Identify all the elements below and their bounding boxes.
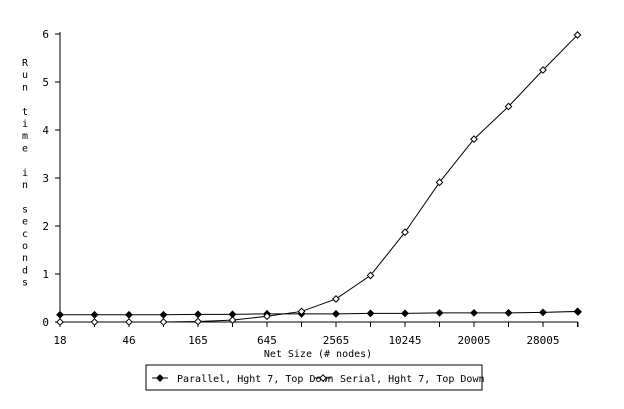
legend-box: [145, 364, 483, 391]
y-tick-label: 3: [42, 172, 49, 185]
parallel-data-point: [159, 310, 168, 319]
x-axis: 18 46 165 645 2565 10245 20005 28005: [53, 321, 579, 347]
legend-marker: [319, 374, 327, 382]
x-tick-label: 2565: [323, 334, 350, 347]
legend-marker: [156, 374, 164, 382]
y-axis: 0 1 2 3 4 5 6: [42, 28, 61, 329]
serial-data-point: [194, 317, 202, 326]
serial-data-point: [435, 178, 444, 187]
x-axis-label: Net Size (# nodes): [264, 349, 372, 360]
y-label-letter: d: [22, 265, 28, 276]
parallel-data-point: [194, 310, 202, 319]
serial-data-point: [263, 312, 271, 321]
serial-data-point: [332, 295, 340, 303]
y-label-letter: s: [22, 278, 28, 289]
y-label-letter: n: [22, 253, 28, 264]
y-label-letter: u: [22, 70, 28, 81]
parallel-data-point: [574, 308, 582, 316]
y-label-letter: o: [22, 241, 28, 252]
y-tick-label: 1: [42, 268, 49, 281]
legend: Parallel, Hght 7, Top Down Serial, Hght 7…: [145, 364, 485, 391]
x-tick-label: 10245: [388, 334, 421, 347]
parallel-data-point: [56, 310, 64, 319]
x-tick-label: 28005: [526, 334, 559, 347]
legend-label: Parallel, Hght 7, Top Down: [177, 374, 334, 385]
serial-data-point: [90, 318, 99, 326]
x-tick-label: 46: [122, 334, 135, 347]
parallel-data-point: [539, 308, 547, 317]
serial-data-point: [297, 307, 306, 316]
serial-data-point: [228, 316, 237, 324]
parallel-data-point: [470, 308, 478, 317]
series-layer: [56, 31, 582, 326]
serial-series-line: [60, 34, 578, 323]
y-label-letter: c: [22, 229, 28, 240]
serial-data-point: [539, 66, 547, 74]
parallel-series-line: [60, 310, 579, 316]
serial-data-point: [401, 228, 409, 237]
serial-data-point: [56, 318, 64, 326]
x-tick-label: 645: [257, 334, 277, 347]
parallel-data-point: [366, 309, 375, 318]
parallel-data-point: [90, 310, 99, 319]
y-label-letter: e: [22, 217, 28, 228]
y-tick-label: 2: [42, 220, 49, 233]
serial-data-point: [125, 318, 133, 326]
serial-data-point: [504, 102, 513, 111]
x-tick-label: 165: [188, 334, 208, 347]
y-label-letter: e: [22, 143, 28, 154]
parallel-data-point: [332, 309, 340, 318]
y-label-letter: n: [22, 82, 28, 93]
y-label-letter: i: [22, 119, 28, 130]
y-tick-label: 0: [42, 316, 49, 329]
serial-data-point: [366, 271, 375, 280]
legend-label: Serial, Hght 7, Top Down: [340, 374, 485, 385]
y-label-letter: R: [22, 58, 29, 69]
serial-data-point: [573, 31, 582, 39]
y-label-letter: t: [22, 107, 28, 118]
y-tick-label: 5: [42, 76, 49, 89]
y-tick-label: 6: [42, 28, 49, 41]
parallel-data-point: [401, 309, 409, 318]
parallel-data-point: [125, 310, 133, 319]
x-tick-label: 18: [53, 334, 66, 347]
y-label-letter: i: [22, 168, 28, 179]
parallel-data-point: [435, 308, 444, 317]
y-label-letter: s: [22, 204, 28, 215]
x-tick-label: 20005: [457, 334, 490, 347]
y-tick-label: 4: [42, 124, 49, 137]
serial-data-point: [159, 318, 168, 326]
serial-data-point: [470, 135, 478, 144]
y-label-letter: n: [22, 180, 28, 191]
y-label-letter: m: [22, 131, 28, 142]
parallel-data-point: [504, 308, 513, 317]
